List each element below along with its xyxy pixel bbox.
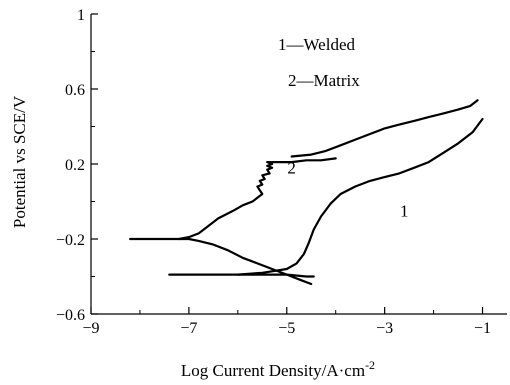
label-layer: 12 [287,158,408,220]
series-2-segment-3 [178,157,337,241]
legend-number-2: 2 [288,71,297,90]
y-tick-label: 0.2 [65,157,85,174]
legend-number-1: 1 [278,35,287,54]
y-tick-label: 1 [77,7,85,24]
curve-label-2: 2 [287,158,296,177]
legend-entry-2: 2—Matrix [288,71,360,90]
legend-dash-1: — [286,35,305,54]
y-axis-label: Potential vs SCE/V [10,95,29,228]
x-tick-label: −1 [474,320,491,337]
x-axis-label: Log Current Density/A·cm-2 [181,358,375,380]
curve-label-1: 1 [400,202,409,221]
x-tick-label: −3 [376,320,393,337]
legend-dash-2: — [296,71,315,90]
x-tick-label: −5 [278,320,295,337]
series-2-segment-2 [129,237,313,286]
series-1-segment-1 [236,117,484,276]
axes: −9 −7 −5 −3 −1 −0.6 −0.2 0.2 0.6 1 [56,7,507,337]
x-axis-label-sup: -2 [365,358,375,372]
x-axis-label-text: Log Current Density/A·cm [181,361,365,380]
y-tick-label: 0.6 [65,82,85,99]
legend: 1—Welded 2—Matrix [278,35,360,90]
x-tick-label: −7 [180,320,197,337]
series-2-segment-4 [290,99,479,158]
legend-label-2: Matrix [314,71,361,90]
legend-label-1: Welded [304,35,356,54]
x-tick-label: −9 [82,320,99,337]
legend-entry-1: 1—Welded [278,35,355,54]
y-tick-label: −0.6 [56,307,85,324]
series-layer [129,99,484,286]
series-1-segment-0 [168,273,315,278]
y-tick-label: −0.2 [56,232,85,249]
